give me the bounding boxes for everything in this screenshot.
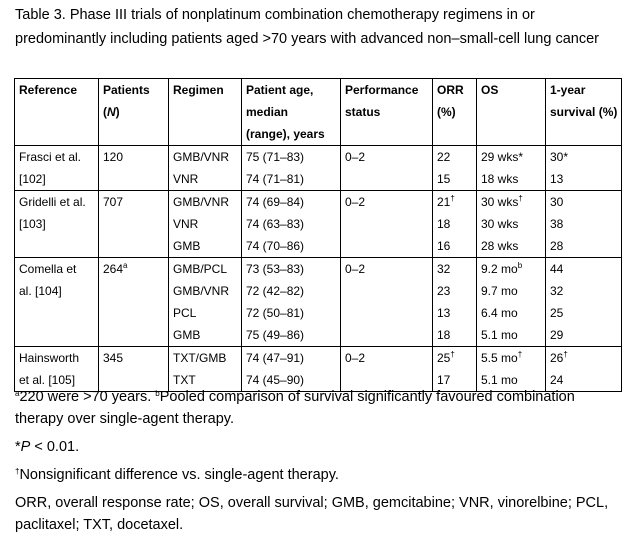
cell-age: 75 (71–83) 74 (71–81)	[241, 145, 341, 191]
footnote-abbreviations: ORR, overall response rate; OS, overall …	[15, 495, 609, 533]
cell-age: 73 (53–83) 72 (42–82) 72 (50–81) 75 (49–86)	[241, 257, 341, 347]
cell-regimen: GMB/VNR VNR	[168, 145, 242, 191]
cell-patients: 345	[98, 346, 169, 392]
header-orr: ORR (%)	[432, 78, 477, 146]
cell-patients: 707	[98, 190, 169, 258]
cell-orr: 25† 17	[432, 346, 477, 392]
header-1yr-survival: 1-year survival (%)	[544, 78, 623, 146]
cell-performance-status: 0–2	[340, 145, 433, 191]
header-age: Patient age, median (range), years	[241, 78, 341, 146]
cell-age: 74 (69–84) 74 (63–83) 74 (70–86)	[241, 190, 341, 258]
cell-performance-status: 0–2	[340, 346, 433, 392]
cell-reference: Gridelli et al. [103]	[14, 190, 99, 258]
cell-orr: 21† 18 16	[432, 190, 477, 258]
cell-os: 9.2 mob 9.7 mo 6.4 mo 5.1 mo	[476, 257, 546, 347]
cell-os: 5.5 mo† 5.1 mo	[476, 346, 546, 392]
cell-orr: 32 23 13 18	[432, 257, 477, 347]
cell-os: 29 wks* 18 wks	[476, 145, 546, 191]
footnote-dagger: †Nonsignificant difference vs. single-ag…	[15, 467, 339, 483]
table-row: Gridelli et al. [103] 707 GMB/VNR VNR GMB 74 (…	[14, 190, 623, 258]
footnote-p-value: *P < 0.01.	[15, 439, 80, 455]
cell-1yr-survival: 26† 24	[544, 346, 623, 392]
cell-patients: 264a	[98, 257, 169, 347]
table-caption: Table 3. Phase III trials of nonplatinum…	[15, 7, 599, 47]
cell-patients: 120	[98, 145, 169, 191]
table-footnotes: a220 were >70 years. bPooled comparison …	[15, 386, 615, 536]
cell-regimen: GMB/PCL GMB/VNR PCL GMB	[168, 257, 242, 347]
cell-1yr-survival: 30 38 28	[544, 190, 623, 258]
cell-age: 74 (47–91) 74 (45–90)	[241, 346, 341, 392]
cell-1yr-survival: 44 32 25 29	[544, 257, 623, 347]
cell-os: 30 wks† 30 wks 28 wks	[476, 190, 546, 258]
footnote-a-b: a220 were >70 years. bPooled comparison …	[15, 389, 575, 427]
cell-reference: Hainsworth et al. [105]	[14, 346, 99, 392]
cell-1yr-survival: 30* 13	[544, 145, 623, 191]
trials-table: Reference Patients (N) Regimen Patient ag…	[14, 78, 623, 392]
header-reference: Reference	[14, 78, 99, 146]
cell-reference: Frasci et al. [102]	[14, 145, 99, 191]
cell-reference: Comella et al. [104]	[14, 257, 99, 347]
table-row: Comella et al. [104] 264a GMB/PCL GMB/VNR PCL…	[14, 257, 623, 347]
header-row: Reference Patients (N) Regimen Patient ag…	[14, 78, 623, 146]
table-row: Hainsworth et al. [105] 345 TXT/GMB TXT 74 (4…	[14, 346, 623, 392]
cell-performance-status: 0–2	[340, 190, 433, 258]
cell-regimen: TXT/GMB TXT	[168, 346, 242, 392]
cell-orr: 22 15	[432, 145, 477, 191]
header-os: OS	[476, 78, 546, 146]
header-regimen: Regimen	[168, 78, 242, 146]
header-patients: Patients (N)	[98, 78, 169, 146]
table-row: Frasci et al. [102] 120 GMB/VNR VNR 75 (71–83…	[14, 145, 623, 191]
header-performance-status: Performance status	[340, 78, 433, 146]
cell-regimen: GMB/VNR VNR GMB	[168, 190, 242, 258]
cell-performance-status: 0–2	[340, 257, 433, 347]
